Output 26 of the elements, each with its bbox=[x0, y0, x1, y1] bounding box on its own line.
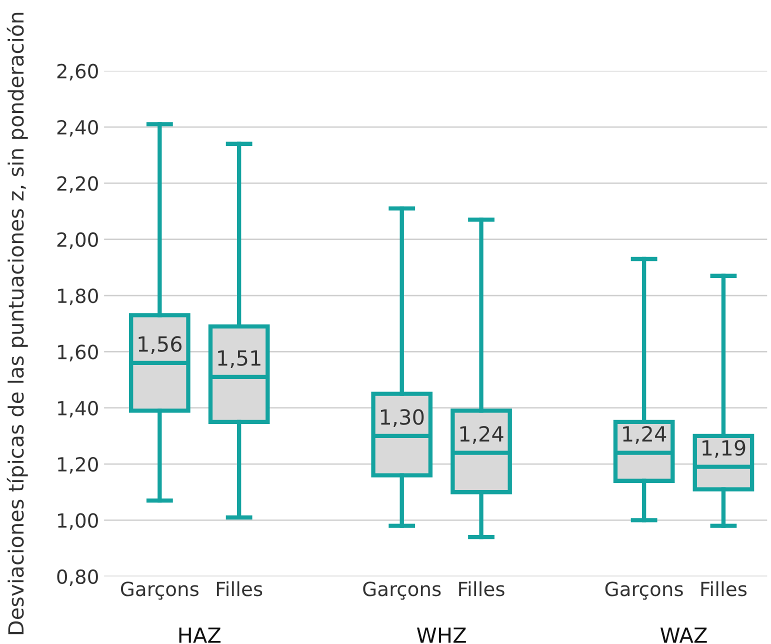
x-tick-label: Garçons bbox=[363, 582, 441, 600]
text: 1,30 bbox=[380, 409, 424, 428]
y-tick-label: 1,00 bbox=[58, 513, 98, 530]
y-tick-label: 2,60 bbox=[57, 64, 98, 80]
y-tick-label: 1,40 bbox=[58, 400, 98, 418]
x-tick-label: Filles bbox=[216, 581, 262, 596]
text: 1,19 bbox=[702, 440, 746, 458]
y-tick-label: 1,80 bbox=[58, 288, 98, 306]
text: 1,24 bbox=[460, 426, 504, 444]
y-tick-label: 0,80 bbox=[57, 569, 98, 586]
x-tick-label: Filles bbox=[459, 581, 504, 596]
x-tick-label: Garçons bbox=[605, 582, 683, 600]
text: HAZ bbox=[179, 628, 221, 643]
y-tick-label: 2,00 bbox=[57, 232, 98, 249]
text: 1,51 bbox=[218, 350, 260, 368]
text: 1,24 bbox=[623, 426, 666, 444]
y-tick-label: 2,20 bbox=[57, 176, 98, 193]
y-axis-title: Desviaciones típicas de las puntuaciones z, sin ponderación bbox=[6, 12, 28, 634]
text: WHZ bbox=[416, 628, 466, 643]
x-tick-label: Filles bbox=[701, 581, 747, 596]
text: WAZ bbox=[660, 628, 707, 643]
y-tick-label: 1,60 bbox=[58, 344, 98, 362]
y-tick-label: 2,40 bbox=[57, 120, 98, 137]
y-tick-label: 1,20 bbox=[58, 456, 98, 474]
text: 1,56 bbox=[138, 336, 182, 354]
x-tick-label: Garçons bbox=[120, 582, 199, 600]
